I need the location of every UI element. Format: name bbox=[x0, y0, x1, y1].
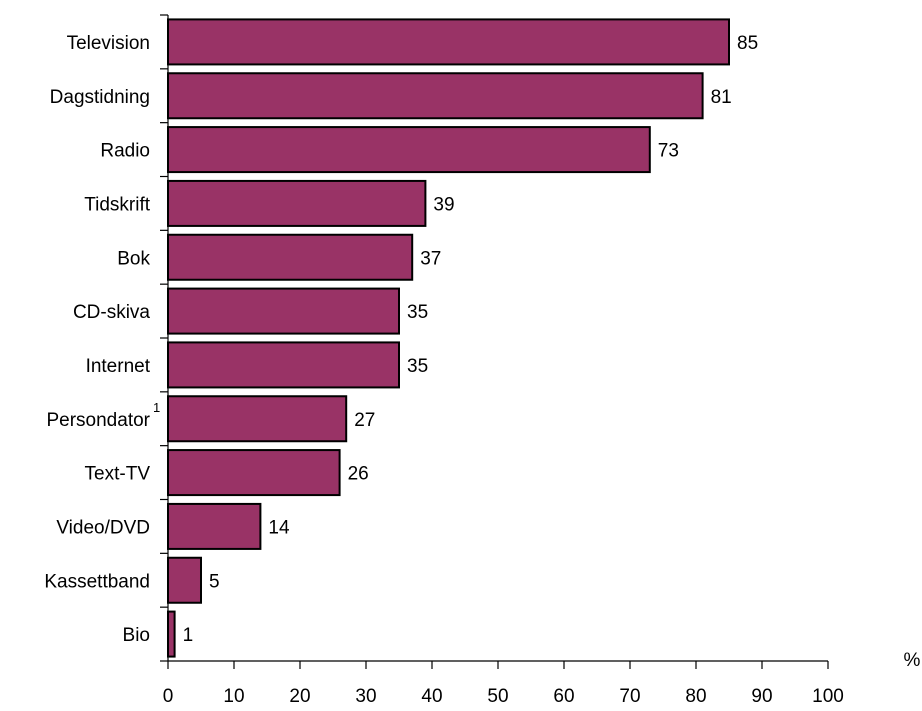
data-label: 35 bbox=[407, 302, 428, 323]
bar bbox=[167, 341, 400, 389]
data-label: 37 bbox=[420, 248, 441, 269]
x-tick-label: 0 bbox=[163, 686, 174, 707]
bar bbox=[167, 556, 202, 604]
bar bbox=[167, 179, 427, 227]
x-tick-label: 40 bbox=[421, 686, 442, 707]
x-tick-label: 50 bbox=[487, 686, 508, 707]
bar bbox=[167, 502, 262, 550]
data-label: 5 bbox=[209, 571, 220, 592]
data-label: 81 bbox=[711, 87, 732, 108]
data-label: 35 bbox=[407, 356, 428, 377]
category-label: Television bbox=[67, 33, 150, 54]
data-label: 85 bbox=[737, 33, 758, 54]
data-label: 39 bbox=[433, 194, 454, 215]
data-label: 26 bbox=[348, 464, 369, 485]
bars-group bbox=[167, 18, 730, 658]
footnote-marker: 1 bbox=[153, 400, 160, 415]
category-label: Bio bbox=[123, 625, 150, 646]
bar bbox=[167, 395, 348, 443]
category-label: CD-skiva bbox=[73, 302, 150, 323]
data-label: 1 bbox=[183, 625, 194, 646]
category-label: Internet bbox=[86, 356, 151, 377]
category-label: Persondator bbox=[46, 410, 150, 431]
bar bbox=[167, 449, 341, 497]
category-label: Video/DVD bbox=[56, 517, 150, 538]
category-label: Text-TV bbox=[85, 464, 151, 485]
x-tick-label: 60 bbox=[553, 686, 574, 707]
data-label: 27 bbox=[354, 410, 375, 431]
x-tick-label: 70 bbox=[619, 686, 640, 707]
category-label: Radio bbox=[100, 141, 150, 162]
data-label: 73 bbox=[658, 141, 679, 162]
x-tick-label: 20 bbox=[289, 686, 310, 707]
x-tick-label: 80 bbox=[685, 686, 706, 707]
labels-group: 85 Television 81 Dagstidning 73 Radio 39 Tidskr… bbox=[44, 33, 843, 707]
x-tick-label: 90 bbox=[751, 686, 772, 707]
x-tick-label: 100 bbox=[812, 686, 844, 707]
data-label: 14 bbox=[268, 517, 290, 538]
category-label: Kassettband bbox=[44, 571, 150, 592]
x-axis-unit-label: % bbox=[904, 650, 921, 671]
bar bbox=[167, 18, 730, 66]
category-label: Tidskrift bbox=[84, 194, 151, 215]
bar bbox=[167, 72, 704, 120]
bar bbox=[167, 610, 176, 658]
bar bbox=[167, 126, 651, 174]
x-tick-label: 10 bbox=[223, 686, 244, 707]
category-label: Bok bbox=[117, 248, 150, 269]
bar bbox=[167, 233, 414, 281]
category-label: Dagstidning bbox=[50, 87, 150, 108]
axes-group bbox=[160, 14, 829, 669]
x-tick-label: 30 bbox=[355, 686, 376, 707]
bar bbox=[167, 287, 400, 335]
